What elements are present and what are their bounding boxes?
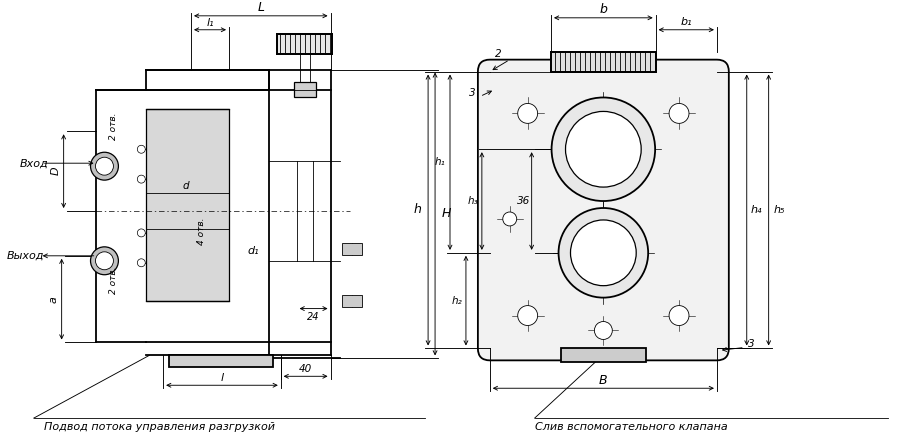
Text: 2: 2	[494, 49, 501, 59]
Text: 36: 36	[518, 196, 530, 206]
Circle shape	[95, 157, 113, 175]
Bar	[343, 243, 363, 255]
Circle shape	[138, 145, 145, 153]
Bar	[343, 295, 363, 306]
Circle shape	[518, 103, 537, 124]
Text: 2 отв.: 2 отв.	[109, 112, 118, 140]
Text: d₁: d₁	[247, 246, 258, 256]
Text: H: H	[441, 207, 451, 220]
Text: L: L	[257, 1, 265, 14]
Bar	[293, 82, 316, 98]
Text: h: h	[413, 203, 421, 216]
Text: h₂: h₂	[452, 296, 463, 306]
Text: d: d	[183, 181, 189, 191]
Circle shape	[91, 247, 119, 275]
Circle shape	[91, 152, 119, 180]
Text: Подвод потока управления разгрузкой: Подвод потока управления разгрузкой	[44, 422, 274, 432]
Circle shape	[503, 212, 517, 226]
Text: 2 отв.: 2 отв.	[109, 267, 118, 294]
Text: a: a	[49, 296, 58, 302]
Circle shape	[669, 306, 689, 326]
Text: 3: 3	[469, 88, 475, 99]
Text: l₁: l₁	[206, 18, 214, 28]
Circle shape	[552, 98, 655, 201]
Circle shape	[559, 208, 648, 297]
Circle shape	[669, 103, 689, 124]
Text: 3: 3	[749, 339, 755, 349]
Bar	[551, 52, 655, 72]
Text: 24: 24	[307, 312, 320, 322]
Text: 4 отв.: 4 отв.	[196, 217, 205, 245]
FancyBboxPatch shape	[478, 60, 729, 360]
Text: h₁: h₁	[435, 157, 446, 167]
Text: B: B	[599, 374, 608, 387]
Text: D: D	[50, 167, 60, 175]
Text: b₁: b₁	[680, 17, 692, 27]
Text: Вход: Вход	[20, 158, 49, 168]
Text: 40: 40	[299, 364, 312, 374]
Circle shape	[571, 220, 636, 286]
Bar	[276, 34, 332, 54]
Circle shape	[594, 322, 612, 339]
Text: Слив вспомогательного клапана: Слив вспомогательного клапана	[535, 422, 727, 432]
Text: h₃: h₃	[467, 196, 478, 206]
Text: h₅: h₅	[774, 205, 786, 215]
Circle shape	[138, 175, 145, 183]
Circle shape	[138, 229, 145, 237]
Text: l: l	[220, 373, 223, 383]
Circle shape	[95, 252, 113, 270]
Circle shape	[138, 259, 145, 267]
Bar	[147, 109, 229, 301]
Bar	[561, 348, 645, 362]
Circle shape	[518, 306, 537, 326]
Text: b: b	[599, 4, 608, 17]
Circle shape	[565, 112, 641, 187]
Text: Выход: Выход	[7, 251, 44, 261]
Text: h₄: h₄	[751, 205, 762, 215]
Bar	[168, 355, 274, 368]
